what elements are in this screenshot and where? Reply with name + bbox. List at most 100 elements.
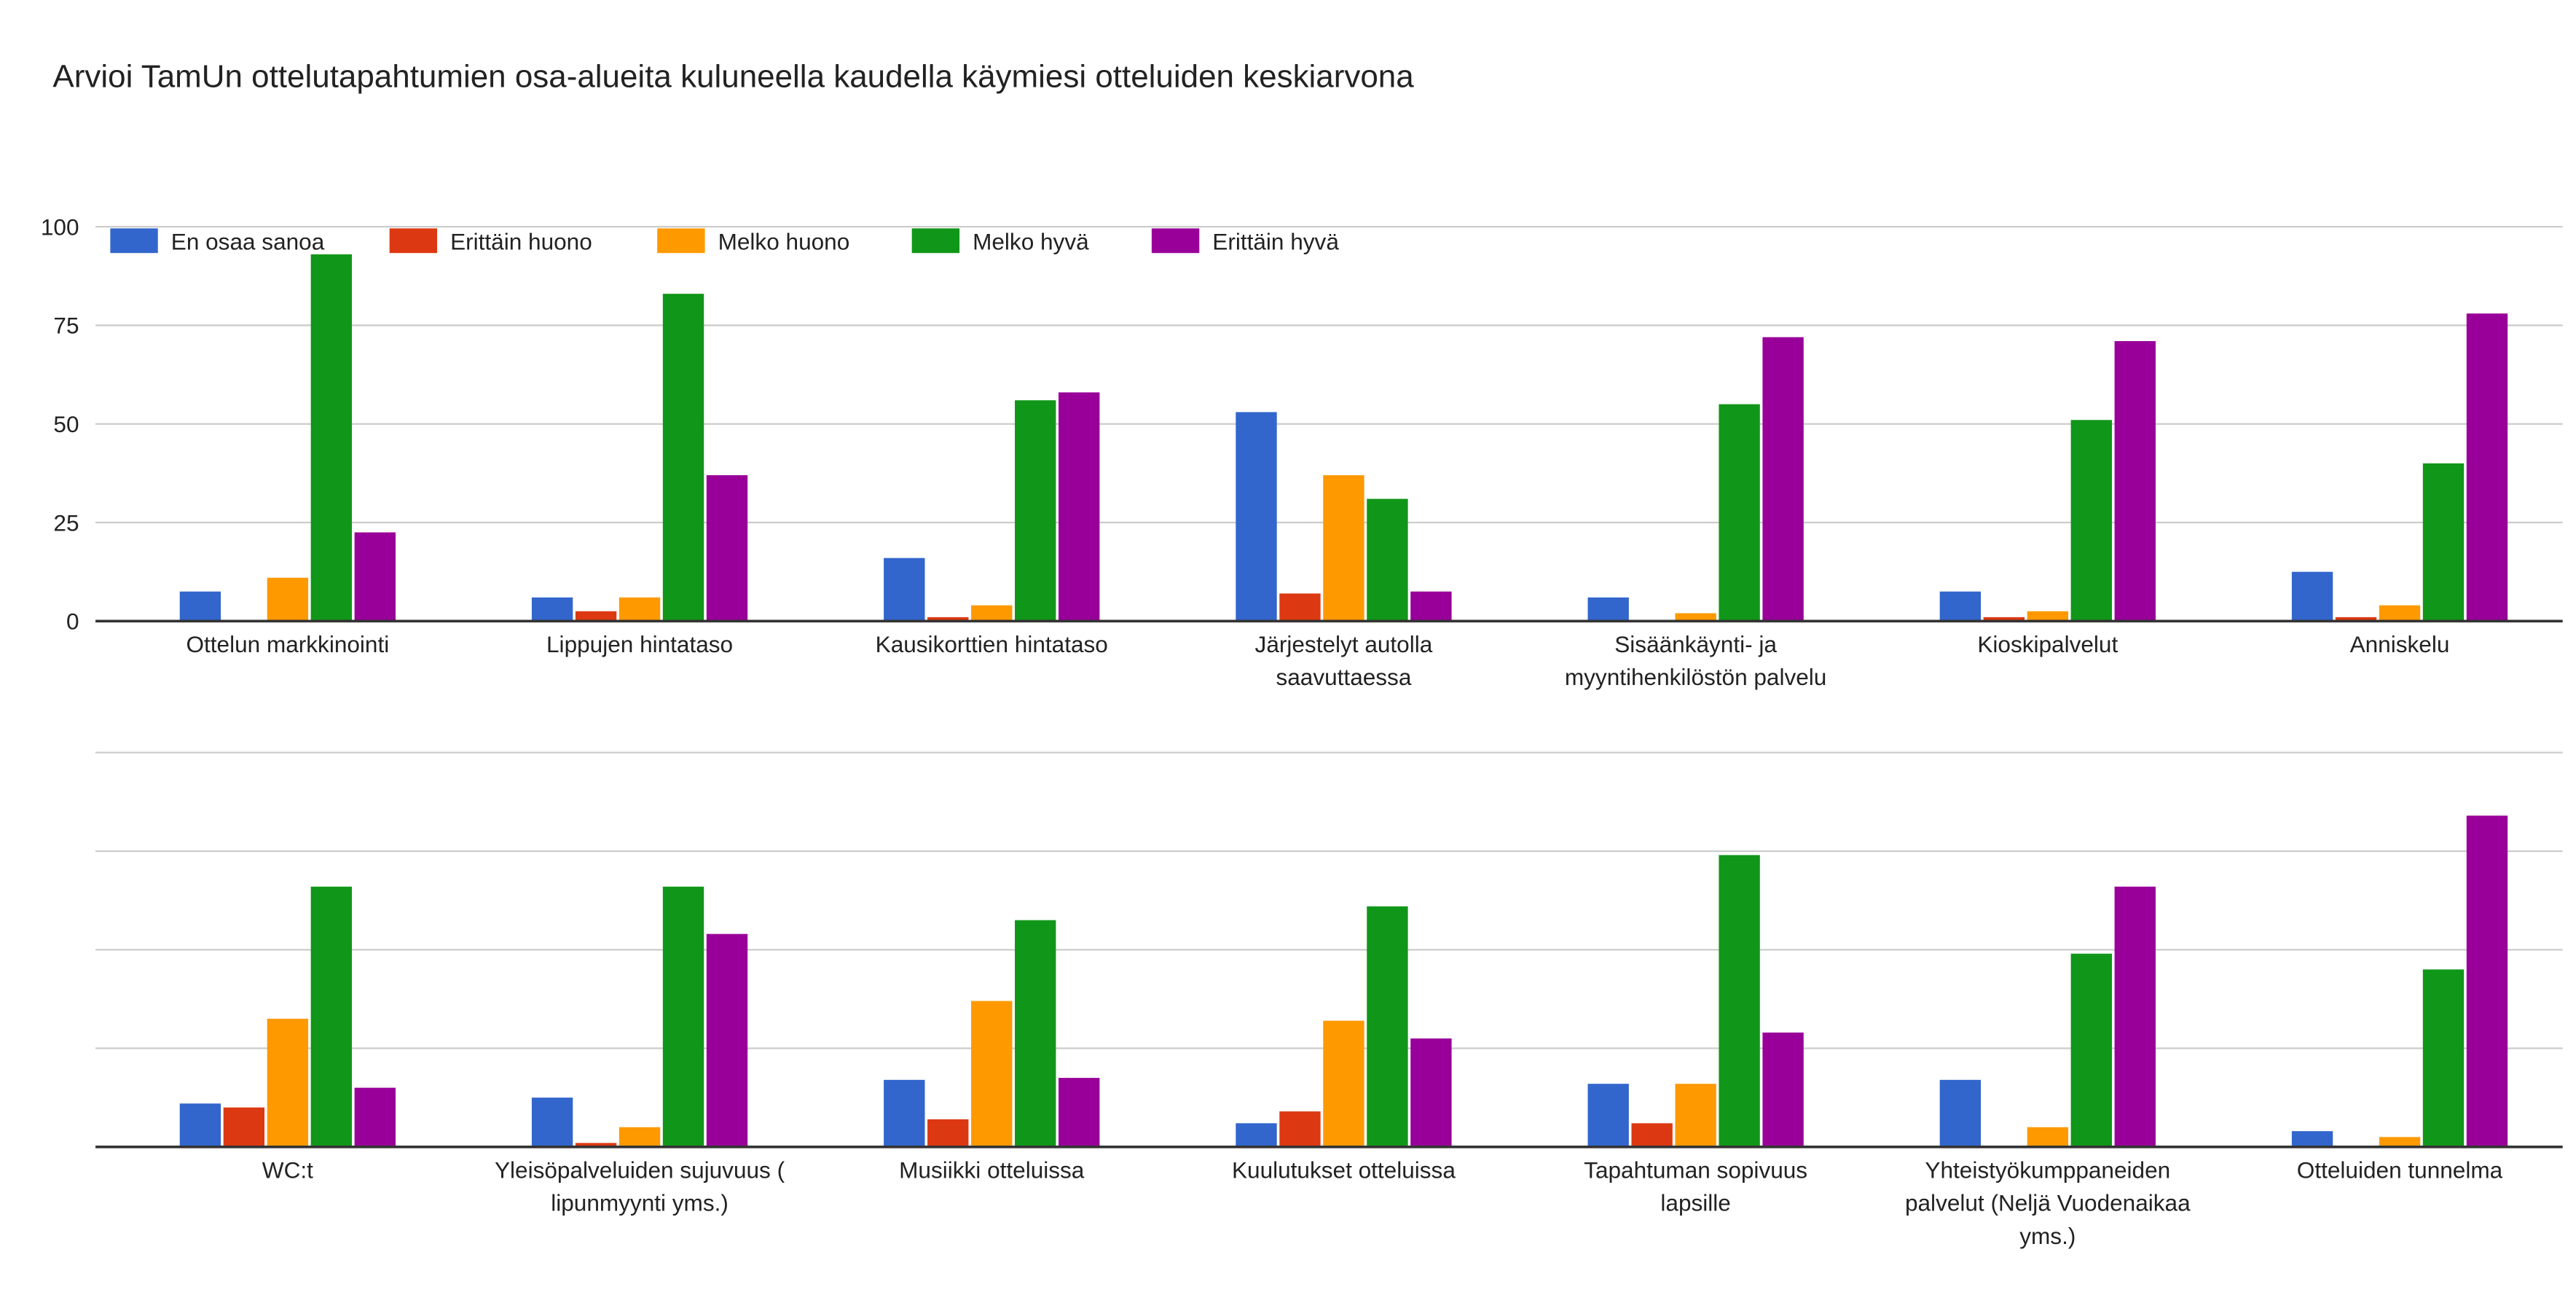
bar-melko-huono <box>619 1127 661 1147</box>
bar-melko-huono <box>1675 1084 1716 1147</box>
bar-en-osaa-sanoa <box>531 597 573 622</box>
y-tick-label: 75 <box>53 313 79 339</box>
bar-eritt-in-hyv- <box>1762 337 1804 622</box>
bar-eritt-in-hyv- <box>2466 815 2508 1147</box>
x-tick-label: WC:t <box>262 1157 313 1183</box>
legend-label: En osaa sanoa <box>171 229 325 255</box>
bar-eritt-in-huono <box>2335 617 2377 622</box>
x-tick-label: Yleisöpalveluiden sujuvuus ( <box>495 1157 785 1183</box>
chart-top: 0 25 50 75 100 Ottelun markkinointi Lippujen h… <box>41 214 2563 690</box>
bar-en-osaa-sanoa <box>884 557 925 622</box>
bar-eritt-in-huono <box>1279 1111 1321 1147</box>
x-tick-label: Tapahtuman sopivuus <box>1584 1157 1807 1183</box>
bar-eritt-in-hyv- <box>706 475 748 622</box>
bar-melko-huono <box>267 577 309 622</box>
bar-melko-hyv- <box>1367 498 1408 622</box>
bar-melko-hyv- <box>2070 953 2112 1147</box>
bar-eritt-in-hyv- <box>354 532 396 622</box>
bar-eritt-in-huono <box>1631 1123 1673 1147</box>
x-tick-label: Yhteistyökumppaneiden <box>1925 1157 2170 1183</box>
legend-swatch <box>389 228 438 254</box>
bar-melko-hyv- <box>662 886 704 1147</box>
bar-eritt-in-huono <box>927 617 969 622</box>
bar-melko-hyv- <box>310 254 353 622</box>
bar-en-osaa-sanoa <box>2291 1131 2333 1147</box>
bar-en-osaa-sanoa <box>884 1079 925 1147</box>
bar-melko-hyv- <box>310 886 353 1147</box>
bar-eritt-in-huono <box>575 1143 617 1147</box>
bar-en-osaa-sanoa <box>1587 1084 1629 1147</box>
legend-swatch <box>657 228 705 254</box>
bar-melko-hyv- <box>2422 463 2465 622</box>
bar-eritt-in-hyv- <box>1059 392 1100 622</box>
x-tick-label: Sisäänkäynti- ja <box>1614 631 1777 657</box>
legend-swatch <box>1151 228 1200 254</box>
bar-melko-huono <box>2027 611 2068 622</box>
x-tick-label: Järjestelyt autolla <box>1255 631 1433 657</box>
x-tick-label: palvelut (Neljä Vuodenaikaa <box>1905 1190 2191 1216</box>
bar-melko-hyv- <box>662 294 704 622</box>
x-tick-label: Ottelun markkinointi <box>186 631 389 657</box>
bar-melko-hyv- <box>1719 404 1760 622</box>
bar-melko-hyv- <box>1367 906 1408 1147</box>
bar-melko-hyv- <box>2070 420 2112 622</box>
x-tick-label: yms.) <box>2019 1223 2076 1249</box>
x-tick-label: myyntihenkilöstön palvelu <box>1565 664 1826 690</box>
bar-en-osaa-sanoa <box>2291 571 2333 622</box>
bar-melko-huono <box>2379 1137 2421 1147</box>
legend-swatch <box>911 228 960 254</box>
bar-melko-huono <box>971 1001 1013 1147</box>
x-tick-label: Anniskelu <box>2350 631 2450 657</box>
bar-melko-hyv- <box>1719 855 1760 1147</box>
chart-bottom: WC:t Yleisöpalveluiden sujuvuus ( lipunmyy… <box>95 751 2563 1249</box>
bar-eritt-in-hyv- <box>1762 1032 1804 1147</box>
bar-melko-huono <box>1323 1020 1364 1147</box>
legend-label: Erittäin hyvä <box>1212 229 1339 255</box>
bar-en-osaa-sanoa <box>1939 591 1982 622</box>
bar-melko-hyv- <box>1015 400 1056 622</box>
bar-eritt-in-huono <box>575 611 617 622</box>
legend: En osaa sanoa Erittäin huono Melko huono Me… <box>110 228 1339 255</box>
x-tick-label: saavuttaessa <box>1276 664 1411 690</box>
bar-melko-huono <box>267 1018 309 1147</box>
bar-melko-hyv- <box>2422 969 2465 1147</box>
y-tick-label: 25 <box>53 509 79 536</box>
bar-en-osaa-sanoa <box>1939 1079 1982 1147</box>
bar-en-osaa-sanoa <box>1236 412 1277 622</box>
bar-en-osaa-sanoa <box>179 591 221 622</box>
x-tick-label: Otteluiden tunnelma <box>2297 1157 2503 1183</box>
bar-melko-hyv- <box>1015 920 1056 1147</box>
bar-en-osaa-sanoa <box>1236 1123 1277 1147</box>
bar-en-osaa-sanoa <box>531 1097 573 1147</box>
bar-melko-huono <box>2379 605 2421 622</box>
bar-eritt-in-hyv- <box>1059 1078 1100 1147</box>
x-tick-label: Lippujen hintataso <box>546 631 733 657</box>
bar-en-osaa-sanoa <box>179 1103 221 1147</box>
x-tick-label: Kuulutukset otteluissa <box>1232 1157 1456 1183</box>
x-tick-label: lipunmyynti yms.) <box>551 1190 729 1216</box>
bar-eritt-in-hyv- <box>2466 313 2508 622</box>
bar-eritt-in-huono <box>1983 617 2025 622</box>
legend-swatch <box>110 228 158 254</box>
x-tick-label: Musiikki otteluissa <box>899 1157 1085 1183</box>
bar-eritt-in-huono <box>1279 593 1321 622</box>
bar-eritt-in-hyv- <box>2114 341 2156 622</box>
x-tick-label: lapsille <box>1660 1190 1730 1216</box>
bar-en-osaa-sanoa <box>1587 597 1629 622</box>
bar-eritt-in-huono <box>927 1119 969 1147</box>
bar-melko-huono <box>971 605 1013 622</box>
y-tick-label: 100 <box>41 214 79 240</box>
y-tick-label: 0 <box>66 609 79 635</box>
bar-eritt-in-hyv- <box>354 1087 396 1147</box>
bar-melko-huono <box>619 597 661 622</box>
bar-eritt-in-hyv- <box>706 934 748 1147</box>
legend-label: Erittäin huono <box>450 229 592 255</box>
bar-melko-huono <box>1675 613 1716 622</box>
chart-title: Arvioi TamUn ottelutapahtumien osa-aluei… <box>52 59 1414 95</box>
bar-eritt-in-hyv- <box>1410 591 1452 622</box>
legend-label: Melko hyvä <box>973 229 1089 255</box>
x-tick-label: Kausikorttien hintataso <box>876 631 1108 657</box>
bar-eritt-in-hyv- <box>2114 886 2156 1147</box>
bar-melko-huono <box>2027 1127 2068 1147</box>
y-tick-label: 50 <box>53 411 79 437</box>
